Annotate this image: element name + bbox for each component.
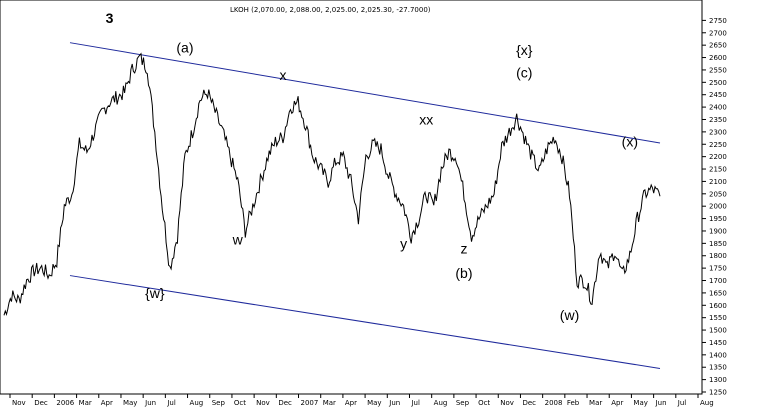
wave-label: w bbox=[232, 232, 244, 248]
y-tick-label: 1950 bbox=[709, 215, 727, 223]
wave-label: x bbox=[279, 67, 286, 83]
y-tick-label: 2700 bbox=[709, 29, 727, 37]
x-tick-label: Jul bbox=[677, 399, 687, 407]
wave-label: xx bbox=[419, 111, 433, 127]
y-axis: 1250 1300 1350 1400 1450 1500 1550 1600 1650 1700… bbox=[702, 17, 727, 397]
x-tick-label: May bbox=[123, 399, 137, 407]
y-tick-label: 2350 bbox=[709, 116, 727, 124]
x-tick-label: Jul bbox=[166, 399, 176, 407]
y-tick-label: 1550 bbox=[709, 314, 727, 322]
y-tick-label: 1500 bbox=[709, 327, 727, 335]
wave-label: {w} bbox=[145, 285, 165, 301]
x-tick-label: Mar bbox=[79, 399, 92, 407]
x-tick-label: Jul bbox=[410, 399, 420, 407]
x-tick-label: Jun bbox=[655, 399, 667, 407]
y-tick-label: 1300 bbox=[709, 376, 727, 384]
x-tick-label: Oct bbox=[234, 399, 246, 407]
y-tick-label: 1350 bbox=[709, 364, 727, 372]
wave-label: 3 bbox=[106, 10, 114, 26]
channel-lines bbox=[69, 42, 661, 369]
x-tick-label: 2006 bbox=[56, 399, 74, 407]
y-tick-label: 2450 bbox=[709, 91, 727, 99]
x-tick-label: Jun bbox=[144, 399, 156, 407]
wave-label: (c) bbox=[516, 64, 532, 80]
wave-label: y bbox=[400, 235, 407, 251]
y-tick-label: 2000 bbox=[709, 203, 727, 211]
x-tick-label: Mar bbox=[589, 399, 602, 407]
y-tick-label: 2050 bbox=[709, 190, 727, 198]
x-tick-label: Oct bbox=[478, 399, 490, 407]
x-tick-label: Dec bbox=[34, 399, 48, 407]
chart-title: LKOH (2,070.00, 2,088.00, 2,025.00, 2,02… bbox=[230, 6, 431, 14]
x-tick-label: Dec bbox=[278, 399, 292, 407]
x-tick-label: May bbox=[633, 399, 647, 407]
x-tick-label: Aug bbox=[190, 399, 204, 407]
plot-frame bbox=[0, 0, 703, 395]
x-tick-label: Dec bbox=[522, 399, 536, 407]
y-tick-label: 1750 bbox=[709, 265, 727, 273]
y-tick-label: 2250 bbox=[709, 141, 727, 149]
price-series bbox=[3, 52, 661, 317]
x-tick-label: Apr bbox=[345, 399, 357, 407]
channel-line-lower bbox=[69, 275, 661, 369]
y-tick-label: 1650 bbox=[709, 289, 727, 297]
y-tick-label: 2650 bbox=[709, 42, 727, 50]
x-tick-label: Sep bbox=[456, 399, 470, 407]
y-tick-label: 2550 bbox=[709, 66, 727, 74]
y-tick-label: 1800 bbox=[709, 252, 727, 260]
y-tick-label: 1700 bbox=[709, 277, 727, 285]
x-tick-label: Jun bbox=[388, 399, 400, 407]
wave-label: z bbox=[460, 240, 467, 256]
x-tick-label: Apr bbox=[611, 399, 623, 407]
wave-label: (x) bbox=[622, 134, 638, 150]
y-tick-label: 2150 bbox=[709, 166, 727, 174]
x-tick-label: Nov bbox=[500, 399, 514, 407]
y-tick-label: 2100 bbox=[709, 178, 727, 186]
y-tick-label: 2600 bbox=[709, 54, 727, 62]
x-tick-label: 2007 bbox=[301, 399, 319, 407]
wave-label: (w) bbox=[560, 307, 579, 323]
x-tick-label: May bbox=[367, 399, 381, 407]
y-tick-label: 2400 bbox=[709, 104, 727, 112]
channel-line-upper bbox=[69, 42, 661, 144]
y-tick-label: 2300 bbox=[709, 128, 727, 136]
wave-label: {x} bbox=[516, 42, 533, 58]
y-tick-label: 2200 bbox=[709, 153, 727, 161]
x-axis: Nov Dec 2006 Mar Apr May Jun Jul Aug Sep Oct Nov Dec… bbox=[9, 394, 714, 407]
x-tick-label: Nov bbox=[12, 399, 26, 407]
y-tick-label: 1600 bbox=[709, 302, 727, 310]
wave-label: (b) bbox=[455, 265, 472, 281]
x-tick-label: 2008 bbox=[545, 399, 563, 407]
x-tick-label: Aug bbox=[700, 399, 714, 407]
y-tick-label: 1450 bbox=[709, 339, 727, 347]
x-tick-label: Sep bbox=[212, 399, 226, 407]
y-tick-label: 2500 bbox=[709, 79, 727, 87]
x-tick-label: Mar bbox=[323, 399, 336, 407]
y-tick-label: 2750 bbox=[709, 17, 727, 25]
wave-labels: 3 (a) x {x} (c) xx (x) w y z (b) {w} (w) bbox=[106, 10, 638, 323]
y-tick-label: 1400 bbox=[709, 351, 727, 359]
y-tick-label: 1850 bbox=[709, 240, 727, 248]
x-tick-label: Apr bbox=[101, 399, 113, 407]
price-line bbox=[3, 52, 661, 317]
x-tick-label: Nov bbox=[256, 399, 270, 407]
y-tick-label: 1250 bbox=[709, 389, 727, 397]
y-tick-label: 1900 bbox=[709, 227, 727, 235]
x-tick-label: Aug bbox=[434, 399, 448, 407]
x-tick-label: Feb bbox=[567, 399, 580, 407]
wave-label: (a) bbox=[176, 40, 193, 56]
